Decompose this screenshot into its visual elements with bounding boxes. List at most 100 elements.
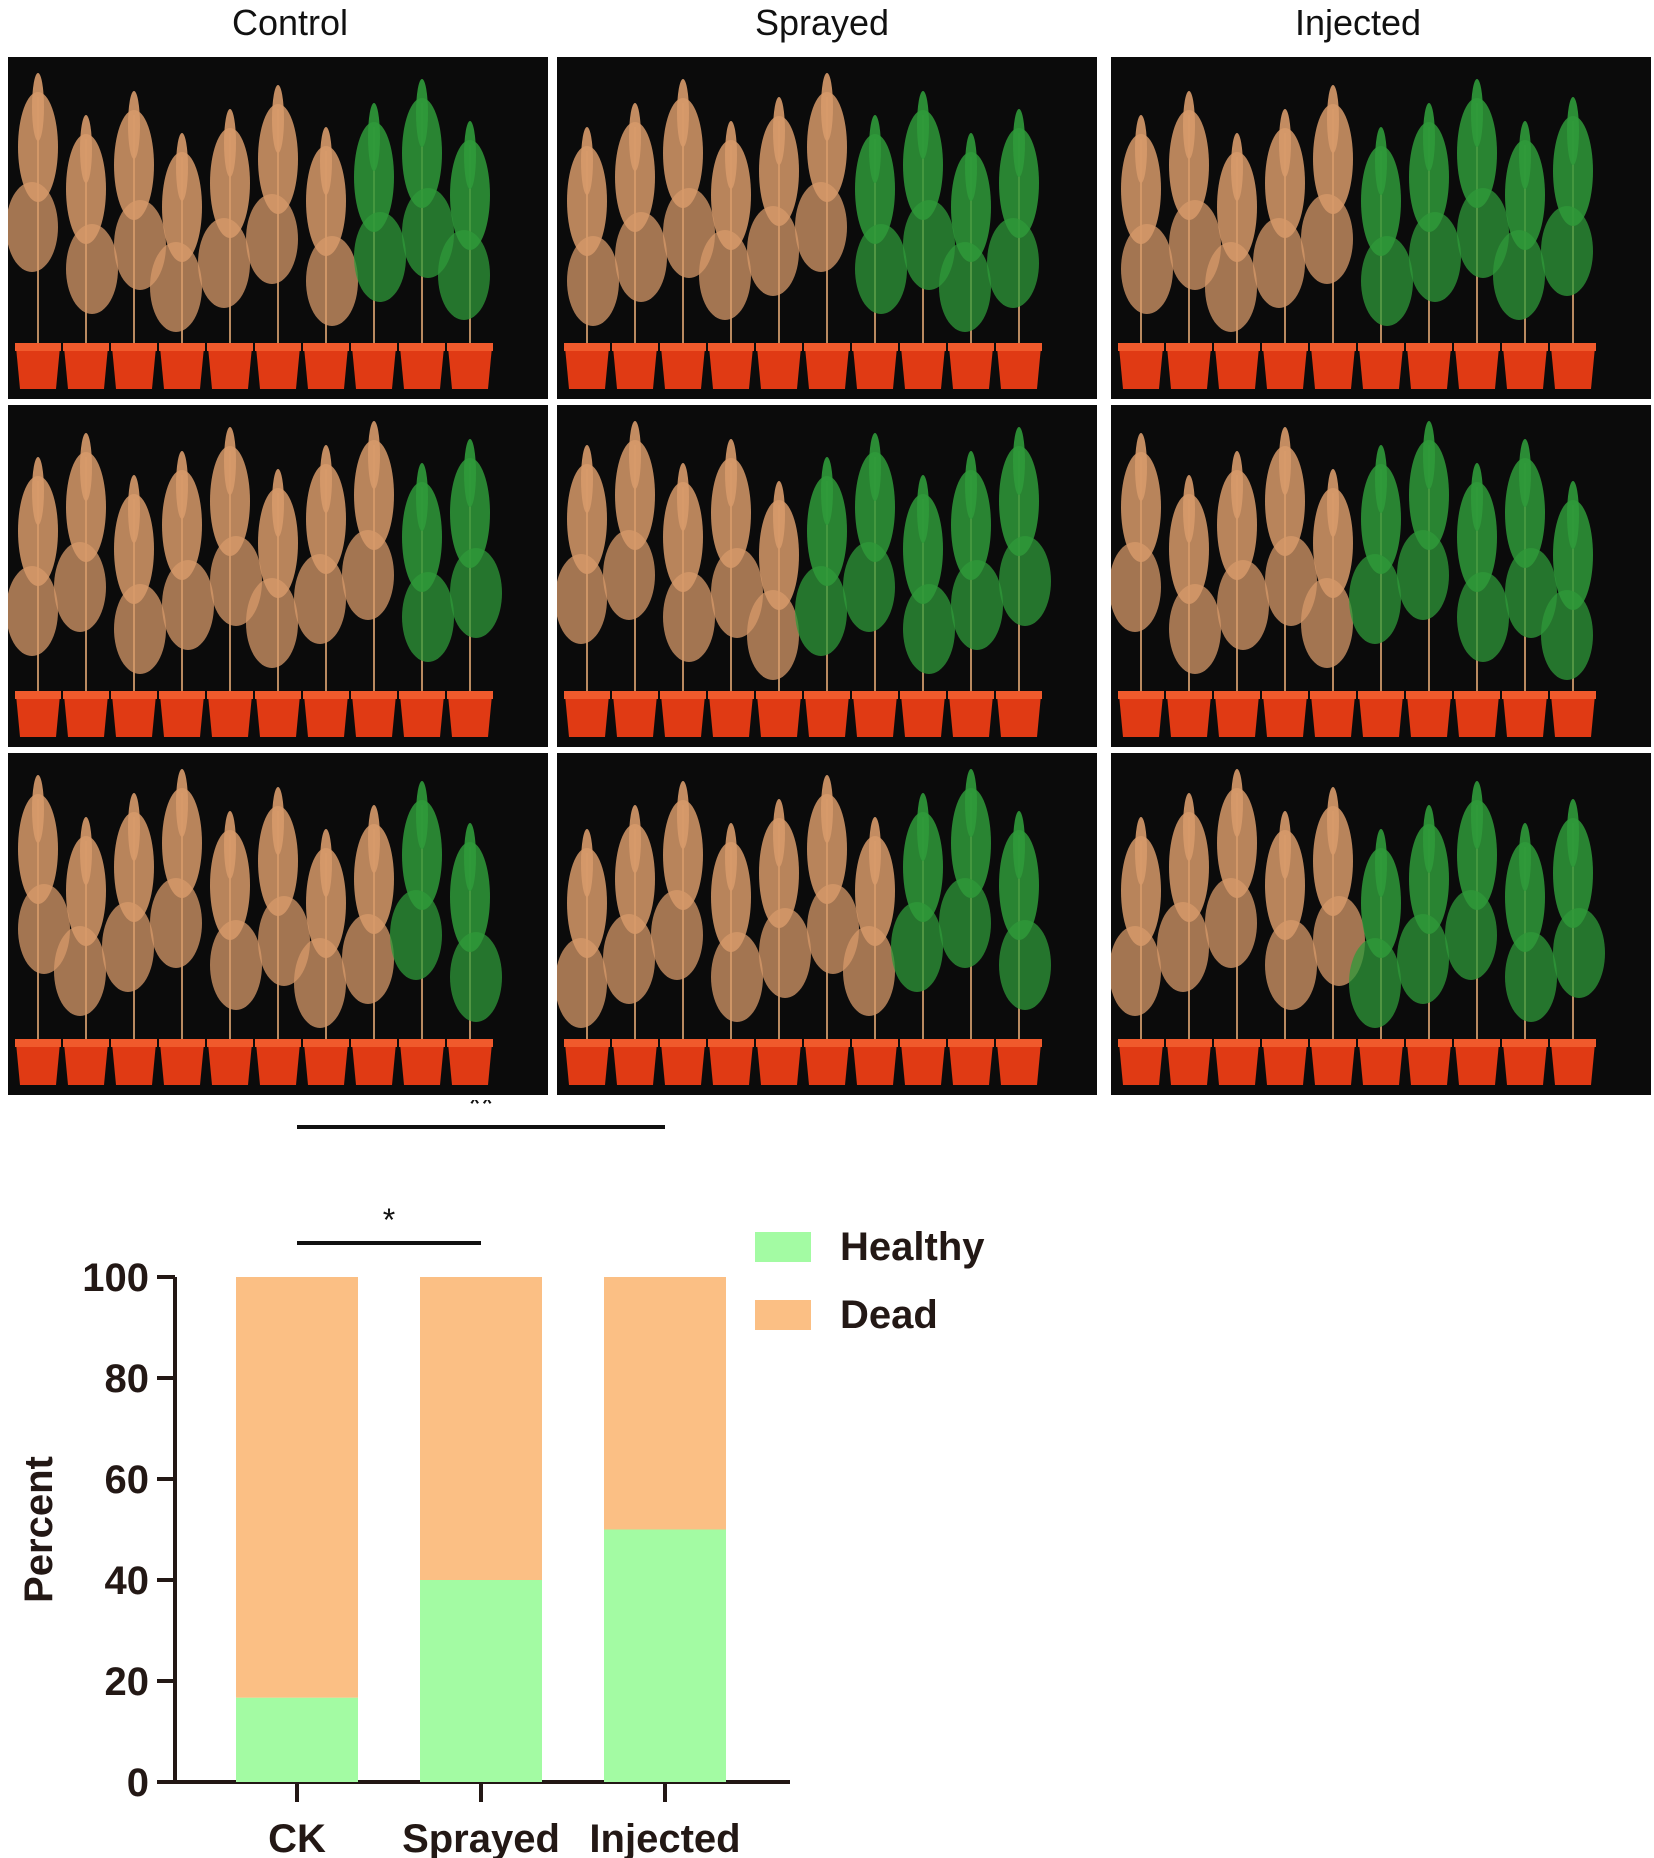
healthy-seedling xyxy=(1349,445,1404,737)
x-tick-label: Sprayed xyxy=(402,1817,560,1858)
dead-seedling xyxy=(843,817,898,1085)
legend-label-dead: Dead xyxy=(840,1293,938,1337)
dead-seedling xyxy=(54,817,109,1085)
healthy-seedling xyxy=(795,457,850,737)
bar-healthy-ck xyxy=(236,1697,358,1782)
dead-seedling xyxy=(651,781,706,1085)
dead-seedling xyxy=(1253,109,1308,389)
y-tick-label: 60 xyxy=(105,1458,150,1502)
healthy-seedling xyxy=(1493,121,1548,389)
legend-swatch-healthy xyxy=(755,1232,811,1262)
photo-sprayed-replicate-1 xyxy=(557,57,1097,399)
healthy-seedling xyxy=(1397,421,1452,737)
column-title-control: Control xyxy=(231,2,349,43)
photo-injected-replicate-3 xyxy=(1111,753,1651,1095)
healthy-seedling xyxy=(1349,829,1404,1085)
significance-label: * xyxy=(383,1202,395,1238)
dead-seedling xyxy=(1301,469,1356,737)
dead-seedling xyxy=(1111,817,1164,1085)
healthy-seedling xyxy=(1541,481,1596,737)
dead-seedling xyxy=(603,421,658,737)
legend-label-healthy: Healthy xyxy=(840,1225,985,1269)
dead-seedling xyxy=(1166,91,1221,389)
dead-seedling xyxy=(1205,133,1260,389)
photo-sprayed-replicate-3 xyxy=(557,753,1097,1095)
dead-seedling xyxy=(342,805,397,1085)
dead-seedling xyxy=(747,97,802,389)
healthy-seedling xyxy=(1406,103,1461,389)
dead-seedling xyxy=(294,445,349,737)
healthy-seedling xyxy=(438,121,493,389)
dead-seedling xyxy=(342,421,397,737)
x-tick-label: CK xyxy=(268,1817,326,1858)
dead-seedling xyxy=(708,823,763,1085)
dead-seedling xyxy=(1166,475,1221,737)
healthy-seedling xyxy=(939,769,994,1085)
dead-seedling xyxy=(612,103,667,389)
healthy-seedling xyxy=(1397,805,1452,1085)
dead-seedling xyxy=(1118,115,1173,389)
photo-control-replicate-1 xyxy=(8,57,548,399)
dead-seedling xyxy=(1214,451,1269,737)
y-tick-label: 20 xyxy=(105,1660,150,1704)
healthy-seedling xyxy=(939,133,994,389)
dead-seedling xyxy=(207,811,262,1085)
bar-dead-sprayed xyxy=(420,1277,542,1580)
photo-injected-replicate-2 xyxy=(1111,405,1651,747)
bar-dead-ck xyxy=(236,1277,358,1698)
column-title-injected: Injected xyxy=(1294,2,1422,43)
healthy-seedling xyxy=(1550,799,1605,1085)
photo-sprayed-replicate-2 xyxy=(557,405,1097,747)
dead-seedling xyxy=(1301,85,1356,389)
dead-seedling xyxy=(150,769,205,1085)
y-tick-label: 80 xyxy=(105,1357,150,1401)
healthy-seedling xyxy=(1502,823,1557,1085)
dead-seedling xyxy=(294,829,349,1085)
dead-seedling xyxy=(8,73,61,389)
healthy-seedling xyxy=(1445,781,1500,1085)
healthy-seedling xyxy=(399,463,454,737)
y-tick-label: 100 xyxy=(82,1256,149,1300)
healthy-seedling xyxy=(1454,79,1509,389)
healthy-seedling xyxy=(1541,97,1596,389)
dead-seedling xyxy=(747,481,802,737)
dead-seedling xyxy=(1157,793,1212,1085)
healthy-seedling xyxy=(447,823,502,1085)
bar-healthy-sprayed xyxy=(420,1580,542,1782)
x-tick-label: Injected xyxy=(589,1817,740,1858)
healthy-seedling xyxy=(852,115,907,389)
healthy-seedling xyxy=(891,793,946,1085)
dead-seedling xyxy=(564,127,619,389)
healthy-seedling xyxy=(996,811,1051,1085)
dead-seedling xyxy=(603,805,658,1085)
dead-seedling xyxy=(111,475,166,737)
dead-seedling xyxy=(1205,769,1260,1085)
healthy-seedling xyxy=(390,781,445,1085)
photo-control-replicate-2 xyxy=(8,405,548,747)
y-axis-label: Percent xyxy=(17,1456,61,1603)
dead-seedling xyxy=(54,433,109,737)
healthy-seedling xyxy=(996,427,1051,737)
dead-seedling xyxy=(557,445,610,737)
photo-injected-replicate-1 xyxy=(1111,57,1651,399)
column-title-sprayed: Sprayed xyxy=(754,2,890,43)
dead-seedling xyxy=(150,133,205,389)
healthy-seedling xyxy=(447,439,502,737)
dead-seedling xyxy=(111,91,166,389)
dead-seedling xyxy=(557,829,610,1085)
bar-healthy-injected xyxy=(604,1529,726,1782)
healthy-seedling xyxy=(987,109,1042,389)
dead-seedling xyxy=(198,109,253,389)
dead-seedling xyxy=(756,799,811,1085)
healthy-seedling xyxy=(1358,127,1413,389)
healthy-seedling xyxy=(351,103,406,389)
significance-label: ** xyxy=(469,1100,494,1122)
dead-seedling xyxy=(795,73,850,389)
healthy-seedling xyxy=(1454,463,1509,737)
dead-seedling xyxy=(708,439,763,737)
y-tick-label: 40 xyxy=(105,1559,150,1603)
dead-seedling xyxy=(63,115,118,389)
dead-seedling xyxy=(1111,433,1164,737)
healthy-seedling xyxy=(843,433,898,737)
